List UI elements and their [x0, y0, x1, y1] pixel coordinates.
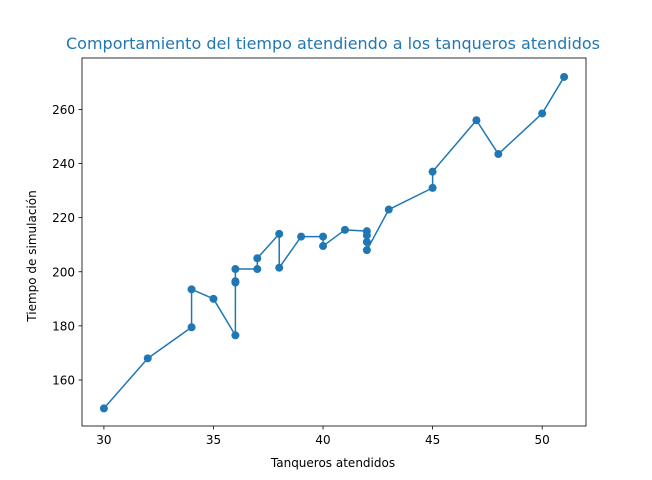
- data-point: [428, 167, 437, 176]
- data-point: [362, 246, 371, 255]
- data-point: [231, 265, 240, 274]
- x-tick-label: 30: [96, 433, 111, 447]
- data-point: [297, 232, 306, 241]
- data-point: [253, 254, 262, 263]
- data-point: [187, 285, 196, 294]
- data-point: [231, 278, 240, 287]
- data-point: [384, 205, 393, 214]
- data-point: [494, 150, 503, 159]
- data-point: [538, 109, 547, 118]
- data-point: [231, 331, 240, 340]
- data-point: [340, 225, 349, 234]
- axes: 30 35 40 45 50 160 180 200 220 240 260: [52, 57, 587, 447]
- data-point: [143, 354, 152, 363]
- data-point: [275, 263, 284, 272]
- data-point: [362, 231, 371, 240]
- data-point: [319, 242, 328, 251]
- y-axis-label: Tiempo de simulación: [25, 190, 39, 322]
- chart-title: Comportamiento del tiempo atendiendo a l…: [66, 34, 600, 53]
- x-tick-label: 35: [206, 433, 221, 447]
- series-line: [103, 76, 565, 409]
- y-tick-label: 240: [52, 157, 75, 171]
- y-tick-label: 220: [52, 211, 75, 225]
- data-point: [253, 265, 262, 274]
- y-tick-label: 260: [52, 103, 75, 117]
- data-point: [560, 72, 569, 81]
- data-point: [362, 238, 371, 246]
- plot-frame: [81, 57, 587, 427]
- data-point: [209, 294, 218, 303]
- x-tick-label: 40: [315, 433, 330, 447]
- data-point: [472, 116, 481, 125]
- data-point: [99, 404, 108, 413]
- data-point: [428, 183, 437, 192]
- x-tick-label: 45: [425, 433, 440, 447]
- y-tick-label: 180: [52, 319, 75, 333]
- data-point: [187, 323, 196, 332]
- y-tick-label: 160: [52, 374, 75, 388]
- data-point: [275, 229, 284, 238]
- x-tick-label: 50: [535, 433, 550, 447]
- data-point: [319, 232, 328, 241]
- plot-area: [99, 72, 569, 413]
- y-tick-label: 200: [52, 265, 75, 279]
- x-axis-label: Tanqueros atendidos: [270, 456, 395, 470]
